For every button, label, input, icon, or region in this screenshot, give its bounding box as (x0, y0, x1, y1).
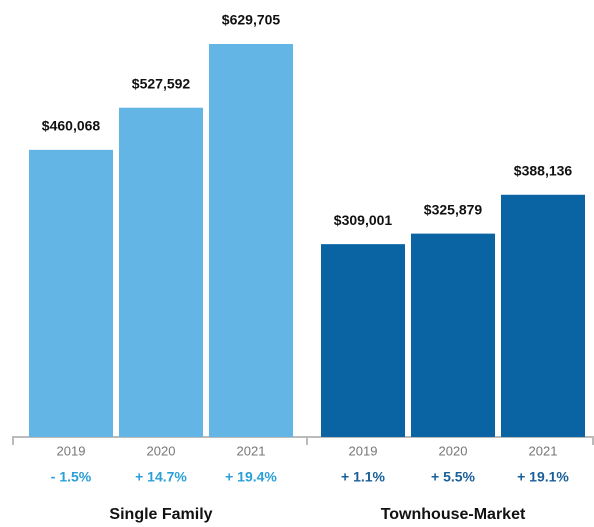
change-label: + 5.5% (431, 469, 476, 485)
group-label: Single Family (109, 506, 212, 523)
year-label: 2019 (57, 443, 86, 458)
change-label: - 1.5% (51, 469, 92, 485)
value-label: $460,068 (42, 118, 101, 134)
year-label: 2020 (147, 443, 176, 458)
bar (321, 244, 405, 437)
value-label: $309,001 (334, 212, 393, 228)
bar (119, 107, 203, 437)
value-label: $388,136 (514, 162, 573, 178)
value-label: $325,879 (424, 201, 483, 217)
change-label: + 14.7% (135, 469, 187, 485)
bar (209, 44, 293, 437)
bar (29, 149, 113, 437)
change-label: + 1.1% (341, 469, 386, 485)
value-label: $629,705 (222, 12, 281, 28)
change-label: + 19.1% (517, 469, 569, 485)
year-label: 2019 (349, 443, 378, 458)
bar (501, 194, 585, 437)
bar (411, 233, 495, 437)
year-label: 2021 (237, 443, 266, 458)
change-label: + 19.4% (225, 469, 277, 485)
value-label: $527,592 (132, 75, 191, 91)
group-label: Townhouse-Market (381, 506, 526, 523)
year-label: 2021 (529, 443, 558, 458)
year-label: 2020 (439, 443, 468, 458)
